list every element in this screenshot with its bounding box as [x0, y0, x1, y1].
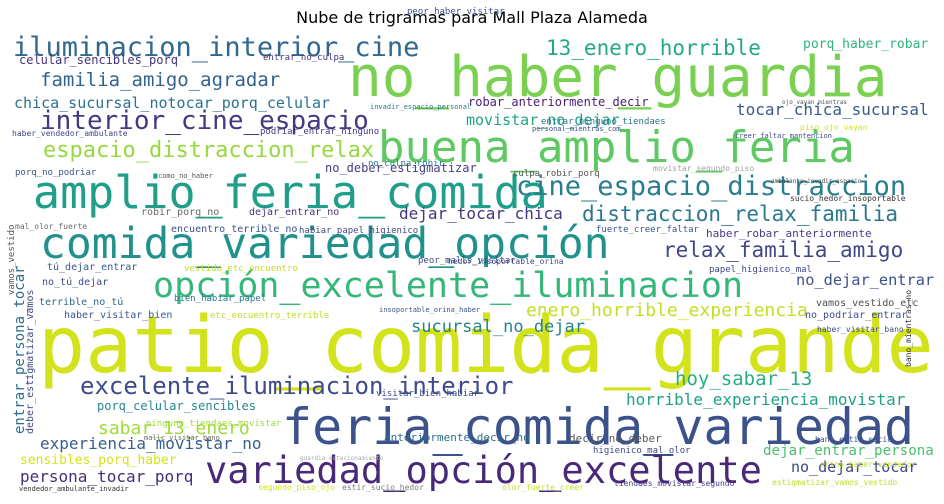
word-tocar-chica-sucursal: tocar_chica_sucursal: [736, 100, 929, 119]
word-persona-tocar-porq: persona_tocar_porq: [20, 467, 193, 486]
word-haber-vendedor-ambulante: haber_vendedor_ambulante: [12, 129, 128, 138]
word-sensibles-porq-haber: sensibles_porq_haber: [20, 453, 177, 468]
word-orina-haber-vendedor: orina_haber_vendedor: [820, 460, 917, 469]
word-estigmatizar-vamos-vestido: estigmatizar_vamos_vestido: [772, 478, 897, 487]
word-mal-olor-fuerte: mal_olor_fuerte: [15, 222, 87, 231]
word-variedad-opci-n-excelente: variedad_opción_excelente: [205, 449, 762, 493]
word-no-t-dejar: no_tú_dejar: [42, 276, 108, 288]
word-podriar-entrar-ninguno: podriar_entrar_ninguno: [260, 127, 379, 137]
word-deber-estigmatizar-vamos: deber_estigmatizar_vamos: [25, 290, 36, 435]
word-iluminacion-interior-cine: iluminacion_interior_cine: [13, 32, 419, 63]
word-experiencia-movistar-no: experiencia_movistar_no: [40, 434, 262, 453]
word-porq-celular-sencibles: porq_celular_sencibles: [97, 399, 256, 413]
word-haber-robar-anteriormente: haber_robar_anteriormente: [706, 227, 872, 240]
word-haber-visitar-bano: haber_visitar_bano: [817, 325, 904, 334]
word-entrar-persona-tocar: entrar_persona_tocar: [12, 265, 28, 434]
word-habiar-papel-higienico: habiar_papel_higienico: [299, 226, 418, 236]
word-terrible-no-t-: terrible_no_tú: [39, 296, 123, 308]
word-enero-horrible-experiencia: enero_horrible_experiencia: [526, 300, 808, 321]
word-comida-variedad-opci-n: comida_variedad_opción: [40, 219, 610, 269]
word-personal-mientras-com: personal_mientras_com: [532, 125, 621, 133]
word-vendedor-ambulante-invadir: vendedor_ambulante_invadir: [19, 485, 129, 493]
word-porq-no-podriar: porq_no_podriar: [15, 168, 97, 178]
word-bano-estir-sucio: bano_estir_sucio: [815, 435, 892, 444]
word-bien-habiar-papel: bien_habiar_papel: [174, 294, 266, 304]
word-tiendaes-movistar-segundo: tiendaes_movistar_segundo: [614, 479, 735, 488]
word-robar-anteriormente-decir: robar_anteriormente_decir: [468, 95, 649, 109]
word-horrible-experiencia-movistar: horrible_experiencia_movistar: [626, 390, 906, 409]
word-mallc-visitar-bano: mallc_visitar_bano: [144, 434, 220, 442]
word-sabar-13-enero: sabar_13_enero: [98, 418, 250, 439]
word-vamos-vestido: vamos_vestido: [7, 225, 17, 295]
chart-title: Nube de trigramas para Mall Plaza Alamed…: [296, 8, 648, 27]
word-no-dejar-tocar: no_dejar_tocar: [791, 458, 917, 476]
word-anteriormente-decir-no: anteriormente_decir_no: [384, 431, 530, 444]
word-bano-mientras-no: bano_mientras_no: [904, 290, 913, 367]
word-no-deber-estigmatizar: no_deber_estigmatizar: [325, 161, 477, 175]
word-distraccion-relax-familia: distraccion_relax_familia: [582, 202, 898, 226]
word-movistar-no-dejar: movistar_no_dejar: [466, 111, 620, 129]
word-etc-encuentro-terrible: etc_encuentro_terrible: [210, 311, 329, 321]
word-sucio-hedor-insoportable: sucio_hedor_insoportable: [790, 194, 906, 203]
word-buena-amplio-feria: buena_amplio_feria: [378, 122, 855, 173]
word-peor-malls-visitar: peor_malls_visitar: [418, 256, 516, 266]
word-relax-familia-amigo: relax_familia_amigo: [663, 238, 903, 262]
word-estir-sucio-hedor: estir_sucio_hedor: [342, 483, 424, 492]
word-olor-fuerte-creer: olor_fuerte_creer: [502, 483, 584, 492]
word-porq-haber-robar: porq_haber_robar: [803, 37, 928, 52]
word-opci-n-excelente-iluminacion: opción_excelente_iluminacion: [153, 266, 743, 306]
word-entrar-ninguno-tiendaes: entrar_ninguno_tiendaes: [541, 117, 666, 127]
word-ojo-vayan-mientras: ojo_vayan_mientras: [782, 99, 847, 106]
word-vestido-etc-encuentro: vestido_etc_encuentro: [184, 264, 298, 274]
word-dejar-tocar-chica: dejar_tocar_chica: [399, 204, 563, 223]
word-robir-porq-no: robir_porq_no: [141, 207, 219, 218]
word-feria-comida-variedad: feria_comida_variedad: [282, 398, 914, 456]
word-dejar-entrar-no: dejar_entrar_no: [249, 207, 339, 218]
word-papel-higienico-mal: papel_higienico_mal: [709, 265, 812, 275]
word-dejar-entrar-persona: dejar_entrar_persona: [763, 443, 934, 459]
word-no-haber-guardia: no_haber_guardia: [348, 45, 887, 110]
word-t-dejar-entrar: tú_dejar_entrar: [47, 261, 137, 273]
word-hedor-insoportable-orina: hedor_insoportable_orina: [448, 257, 564, 266]
word-invadir-espacio-personal: invadir_espacio_personal: [370, 103, 471, 111]
word-no-dejar-entrar: no_dejar_entrar: [796, 271, 934, 289]
word-guardia-estacionamiento: guardia_estacionamiento: [300, 455, 383, 462]
word-cine-espacio-distraccion: cine_espacio_distraccion: [516, 171, 906, 202]
word-no-culpa-robir: no_culpa_robir: [368, 159, 444, 169]
word-vamos-vestido-etc: vamos_vestido_etc: [816, 298, 918, 309]
word-celular-sencibles-porq: celular_sencibles_porq: [19, 53, 178, 67]
word-entrar-no-culpa: entrar_no_culpa: [263, 53, 344, 63]
word-amplio-feria-comida: amplio_feria_comida: [33, 166, 548, 219]
word-movistar-segundo-piso: movistar_segundo_piso: [653, 164, 754, 173]
word-peor-haber-visitar: peor_haber_visitar: [407, 7, 505, 17]
word-patio-comida-grande: patio_comida_grande: [38, 300, 934, 391]
word-visitar-bien-habiar: visitar_bien_habiar: [376, 389, 480, 399]
word-sucursal-no-dejar: sucursal_no_dejar: [411, 317, 585, 337]
word-piso-ojo-vayan: piso_ojo_vayan: [800, 123, 868, 132]
word-ambulante-invadir-espacio: ambulante_invadir_espacio: [771, 178, 862, 185]
word-no-podriar-entrar: no_podriar_entrar: [805, 310, 907, 321]
word-ninguno-tiendaes-movistar: ninguno_tiendaes_movistar: [146, 419, 282, 429]
word-haber-visitar-bien: haber_visitar_bien: [64, 310, 172, 321]
word-familia-amigo-agradar: familia_amigo_agradar: [40, 69, 280, 91]
word-creer-faltar-mantencion: creer_faltar_mantencion: [735, 132, 832, 140]
word-hoy-sabar-13: hoy_sabar_13: [675, 368, 812, 390]
word-insoportable-orina-haber: insoportable_orina_haber: [379, 306, 480, 314]
word-segundo-piso-ojo: segundo_piso_ojo: [258, 483, 335, 492]
word-higienico-mal-olor: higienico_mal_olor: [593, 446, 691, 456]
word-interior-cine-espacio: interior_cine_espacio: [40, 106, 369, 136]
word-fuerte-creer-faltar: fuerte_creer_faltar: [596, 225, 700, 235]
word-13-enero-horrible: 13_enero_horrible: [546, 36, 761, 60]
word-excelente-iluminacion-interior: excelente_iluminacion_interior: [80, 372, 513, 400]
word-como-no-haber: como_no_haber: [158, 172, 213, 180]
word-decir-no-deber: decir_no_deber: [569, 432, 662, 445]
word-encuentro-terrible-no: encuentro_terrible_no: [171, 224, 297, 235]
word-culpa-robir-porq: culpa_robir_porq: [513, 169, 600, 179]
word-espacio-distraccion-relax: espacio_distraccion_relax: [43, 138, 374, 163]
word-chica-sucursal-notocar-porq-celular: chica_sucursal_notocar_porq_celular: [14, 94, 330, 112]
